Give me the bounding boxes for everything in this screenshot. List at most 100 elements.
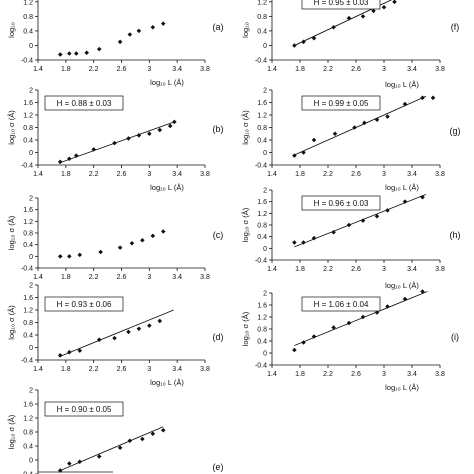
x-tick-label-b: 2.6	[117, 171, 127, 178]
panel-label-c: (c)	[213, 230, 224, 240]
x-tick-label-f: 2.6	[351, 66, 361, 73]
x-tick-label-c: 1.8	[61, 274, 71, 281]
y-tick-label-f: 0.4	[257, 28, 267, 35]
y-tick-label-d: 1.6	[23, 295, 33, 302]
x-tick-label-g: 3.4	[407, 171, 417, 178]
h-annotation-e: H = 0.90 ± 0.05	[44, 401, 124, 417]
x-axis-title-g: log₁₀ L (Å)	[385, 183, 419, 192]
h-annotation-b: H = 0.88 ± 0.03	[44, 95, 124, 111]
x-axis-title-d: log₁₀ L (Å)	[150, 378, 184, 387]
data-point-i	[346, 320, 352, 326]
x-tick-label-i: 1.8	[295, 371, 305, 378]
h-annotation-text-e: H = 0.90 ± 0.05	[57, 405, 112, 414]
x-tick-label-a: 3	[147, 66, 151, 73]
x-tick-label-d: 3.8	[200, 366, 210, 373]
y-tick-label-d: 0.8	[23, 320, 33, 327]
data-point-a	[74, 51, 79, 56]
y-tick-label-h: 1.2	[257, 211, 267, 218]
data-point-a	[67, 51, 72, 56]
y-tick-label-a: 1.2	[23, 0, 33, 6]
data-point-c	[98, 249, 103, 255]
data-point-b	[74, 153, 79, 158]
x-tick-label-d: 2.6	[117, 366, 127, 373]
h-annotation-box-e	[44, 401, 124, 417]
x-tick-label-h: 1.4	[267, 266, 277, 273]
data-point-h	[292, 240, 297, 245]
y-axis-title-c: log₁₀ σ (Å)	[7, 215, 16, 250]
y-axis-title-f: log₁₀	[241, 22, 250, 38]
data-point-b	[147, 131, 152, 137]
y-tick-label-g: 0.8	[257, 125, 267, 132]
h-annotation-text-d: H = 0.93 ± 0.06	[57, 300, 112, 309]
data-point-i	[331, 325, 336, 330]
y-tick-label-b: 1.2	[23, 113, 33, 120]
data-point-g	[430, 95, 436, 101]
data-point-b	[157, 127, 163, 133]
data-point-i	[360, 314, 366, 320]
x-axis-title-a: log₁₀ L (Å)	[150, 78, 184, 87]
y-tick-label-e: -0.4	[21, 472, 33, 474]
x-tick-label-h: 3.4	[407, 266, 417, 273]
panel-label-e: (e)	[213, 462, 224, 472]
y-tick-label-e: 0.4	[23, 444, 33, 451]
data-point-e	[67, 461, 72, 466]
y-tick-label-f: 0.8	[257, 14, 267, 21]
y-tick-label-g: 0.4	[257, 138, 267, 145]
h-annotation-h: H = 0.96 ± 0.03	[301, 195, 381, 211]
y-tick-label-a: 0.8	[23, 14, 33, 21]
y-tick-label-f: 0	[263, 43, 267, 50]
x-tick-label-a: 3.4	[172, 66, 182, 73]
y-tick-label-i: 1.2	[257, 315, 267, 322]
panel-g: -0.4 0 0.4 0.8 1.2 1.6 2 1.4 1.8 2.2 2.6 3 3.4 3.8 log…	[241, 88, 461, 193]
y-tick-label-g: 2	[263, 88, 267, 95]
panel-b: -0.4 0 0.4 0.8 1.2 1.6 2 1.4 1.8 2.2 2.6 3 3.4 3.8 log…	[7, 88, 224, 193]
data-point-a	[58, 52, 63, 57]
x-tick-label-d: 3.4	[172, 366, 182, 373]
y-tick-label-h: 1.6	[257, 199, 267, 206]
y-tick-label-e: 1.6	[23, 402, 33, 409]
data-point-i	[374, 310, 380, 315]
y-tick-label-b: 0	[29, 150, 33, 157]
x-tick-label-h: 1.8	[295, 266, 305, 273]
h-annotation-i: H = 1.06 ± 0.04	[301, 296, 381, 312]
data-point-d	[157, 318, 163, 324]
y-axis-title-h: log₁₀ σ (Å)	[241, 207, 250, 242]
data-point-e	[127, 438, 133, 444]
data-point-g	[332, 131, 338, 137]
y-tick-label-c: 0.4	[23, 242, 33, 249]
x-tick-label-h: 3.8	[435, 266, 445, 273]
x-tick-label-f: 1.8	[295, 66, 305, 73]
x-axis-title-b: log₁₀ L (Å)	[150, 183, 184, 192]
axes-e	[35, 389, 113, 474]
y-tick-label-h: 0.4	[257, 234, 267, 241]
data-point-b	[91, 147, 96, 152]
h-annotation-text-i: H = 1.06 ± 0.04	[314, 300, 369, 309]
x-tick-label-i: 1.4	[267, 371, 277, 378]
x-tick-label-a: 1.8	[61, 66, 71, 73]
y-tick-label-g: 1.2	[257, 113, 267, 120]
axes-f	[269, 0, 441, 63]
y-tick-label-i: 0.4	[257, 339, 267, 346]
h-annotation-text-f: H = 0.95 ± 0.03	[314, 0, 369, 7]
y-tick-label-d: 0.4	[23, 333, 33, 340]
h-annotation-box-d	[44, 296, 124, 312]
data-point-c	[117, 245, 123, 250]
x-tick-label-b: 1.4	[33, 171, 43, 178]
x-tick-label-d: 3	[147, 366, 151, 373]
data-point-f	[360, 14, 366, 19]
data-point-f	[292, 43, 297, 48]
fit-line-e	[60, 426, 164, 471]
data-point-b	[67, 156, 72, 162]
data-point-e	[150, 431, 156, 437]
data-point-g	[301, 150, 306, 155]
h-annotation-d: H = 0.93 ± 0.06	[44, 296, 124, 312]
y-tick-label-c: 0.8	[23, 231, 33, 238]
panel-h: -0.4 0 0.4 0.8 1.2 1.6 2 1.4 1.8 2.2 2.6 3 3.4 3.8 log…	[241, 188, 461, 291]
data-point-e	[140, 436, 145, 442]
fit-line-b	[58, 121, 175, 164]
y-tick-label-c: 2	[29, 196, 33, 203]
y-tick-label-c: 0	[29, 254, 33, 261]
y-tick-label-c: 1.2	[23, 219, 33, 226]
y-tick-label-e: 0	[29, 458, 33, 465]
x-tick-label-g: 3.8	[435, 171, 445, 178]
